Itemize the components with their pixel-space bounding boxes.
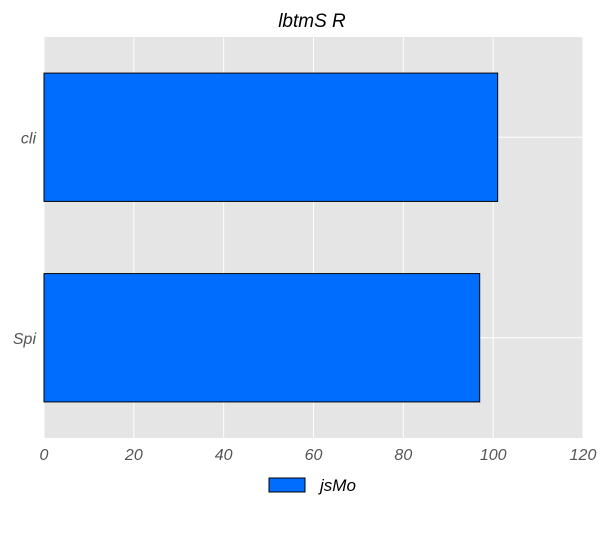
- x-tick-label: 40: [215, 447, 233, 464]
- legend-swatch: [268, 477, 306, 493]
- x-axis-ticks: 0 20 40 60 80 100 120: [40, 447, 597, 464]
- y-axis-ticks: cli Spi: [13, 130, 37, 348]
- bars: [43, 72, 499, 403]
- x-tick-label: 60: [305, 447, 323, 464]
- x-tick-label: 80: [394, 447, 412, 464]
- legend: jsMo: [268, 476, 356, 495]
- y-tick-label: cli: [21, 130, 37, 147]
- x-tick-label: 0: [40, 447, 49, 464]
- x-tick-label: 100: [480, 447, 507, 464]
- bar-cli: [43, 72, 499, 202]
- legend-label: jsMo: [318, 476, 356, 495]
- bar-Spi: [43, 273, 481, 403]
- chart-title: lbtmS R: [278, 11, 346, 32]
- x-tick-label: 120: [570, 447, 597, 464]
- x-tick-label: 20: [124, 447, 143, 464]
- y-tick-label: Spi: [13, 331, 37, 348]
